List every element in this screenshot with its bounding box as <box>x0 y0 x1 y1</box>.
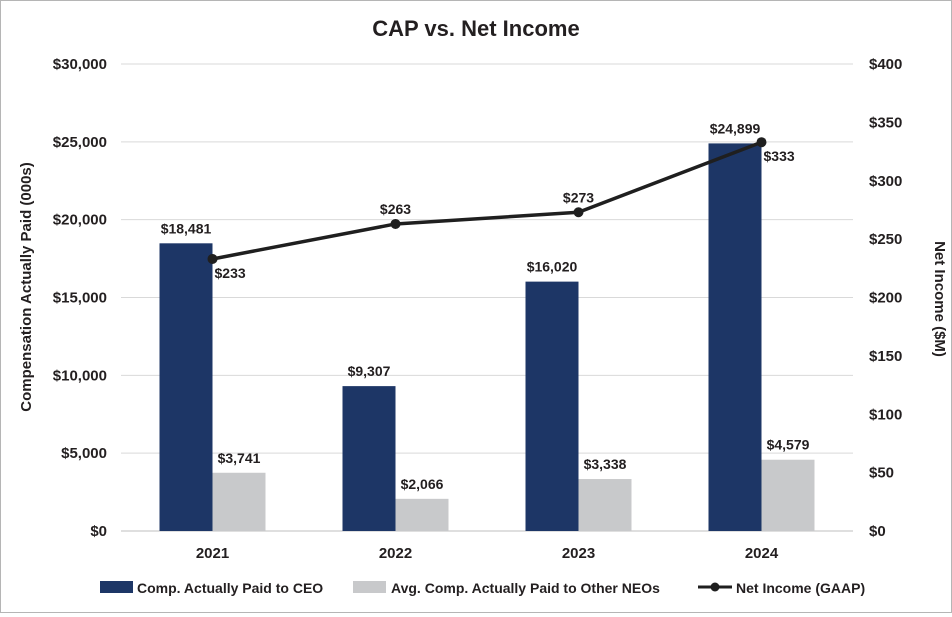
neo-data-label: $3,741 <box>218 450 261 466</box>
right-tick-label: $0 <box>869 523 886 540</box>
right-tick-label: $250 <box>869 231 902 248</box>
left-tick-label: $10,000 <box>53 367 107 384</box>
legend-item-net-income[interactable]: Net Income (GAAP) <box>698 580 865 596</box>
net-income-point <box>207 253 218 264</box>
net-income-point <box>573 207 584 218</box>
right-tick-label: $300 <box>869 173 902 190</box>
net-income-series-line <box>212 140 763 261</box>
ceo-data-label: $9,307 <box>348 363 391 379</box>
ceo-bar <box>159 243 213 531</box>
legend-item-neos[interactable]: Avg. Comp. Actually Paid to Other NEOs <box>353 580 660 596</box>
left-tick-label: $5,000 <box>61 445 107 462</box>
legend-label-neos: Avg. Comp. Actually Paid to Other NEOs <box>391 580 660 596</box>
legend-swatch-neos <box>353 581 386 593</box>
legend-swatch-ceo <box>100 581 133 593</box>
ceo-data-label: $24,899 <box>710 120 761 136</box>
ceo-bar <box>342 386 396 531</box>
right-tick-label: $350 <box>869 114 902 131</box>
right-axis-ticks: $0 $50 $100 $150 $200 $250 $300 $350 $400 <box>869 56 902 540</box>
neo-bar <box>761 459 815 531</box>
ceo-data-label: $16,020 <box>527 259 578 275</box>
x-category-label: 2022 <box>379 545 412 562</box>
bars <box>159 143 815 531</box>
left-tick-label: $20,000 <box>53 212 107 229</box>
ceo-data-label: $18,481 <box>161 220 212 236</box>
right-tick-label: $400 <box>869 56 902 73</box>
neo-bar <box>212 472 266 531</box>
ceo-bar <box>525 281 579 531</box>
net-income-point <box>390 218 401 229</box>
net-income-line <box>207 137 767 264</box>
right-tick-label: $50 <box>869 465 894 482</box>
neo-data-label: $3,338 <box>584 456 627 472</box>
net-income-data-label: $263 <box>380 201 411 217</box>
legend-label-ceo: Comp. Actually Paid to CEO <box>137 580 323 596</box>
right-axis-label: Net Income ($M) <box>931 241 948 357</box>
left-axis-ticks: $0 $5,000 $10,000 $15,000 $20,000 $25,000 $30,… <box>53 56 107 540</box>
left-tick-label: $15,000 <box>53 290 107 307</box>
right-tick-label: $150 <box>869 348 902 365</box>
neo-bar <box>395 498 449 531</box>
legend-item-ceo[interactable]: Comp. Actually Paid to CEO <box>100 580 323 596</box>
net-income-data-label: $233 <box>215 265 246 281</box>
net-income-point <box>756 137 767 148</box>
ceo-bar <box>708 143 762 531</box>
net-income-data-label: $273 <box>563 189 594 205</box>
neo-bar <box>578 479 632 531</box>
chart-title: CAP vs. Net Income <box>372 16 579 41</box>
x-category-label: 2021 <box>196 545 229 562</box>
x-category-label: 2024 <box>745 545 779 562</box>
net-income-data-label: $333 <box>764 148 795 164</box>
legend-label-net-income: Net Income (GAAP) <box>736 580 865 596</box>
right-tick-label: $200 <box>869 290 902 307</box>
data-labels: $18,481 $3,741 $9,307 $2,066 $16,020 $3,338 $2… <box>161 120 810 491</box>
left-axis-label: Compensation Actually Paid (000s) <box>18 162 35 412</box>
x-axis-categories: 2021 2022 2023 2024 <box>196 545 779 562</box>
neo-data-label: $2,066 <box>401 476 444 492</box>
left-tick-label: $30,000 <box>53 56 107 73</box>
legend: Comp. Actually Paid to CEO Avg. Comp. Ac… <box>100 580 865 596</box>
neo-data-label: $4,579 <box>767 437 810 453</box>
right-tick-label: $100 <box>869 406 902 423</box>
left-tick-label: $0 <box>90 523 107 540</box>
legend-marker-net-income <box>710 582 720 592</box>
x-category-label: 2023 <box>562 545 595 562</box>
left-tick-label: $25,000 <box>53 134 107 151</box>
